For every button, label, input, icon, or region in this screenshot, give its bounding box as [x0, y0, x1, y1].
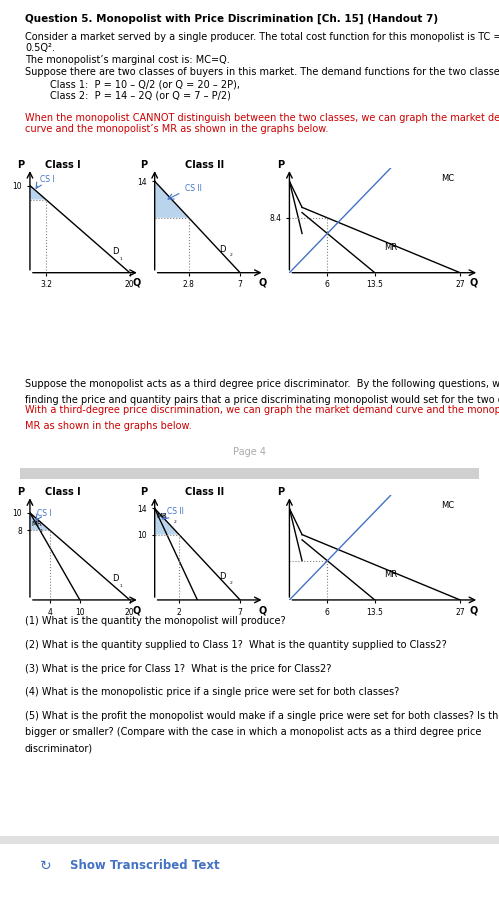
Text: D: D	[112, 574, 119, 583]
Text: Suppose the monopolist acts as a third degree price discriminator.  By the follo: Suppose the monopolist acts as a third d…	[25, 379, 499, 389]
Text: P: P	[140, 160, 147, 170]
Text: When the monopolist CANNOT distinguish between the two classes, we can graph the: When the monopolist CANNOT distinguish b…	[25, 113, 499, 135]
Text: MC: MC	[441, 175, 454, 184]
Text: CS I: CS I	[37, 509, 52, 518]
Text: $_1$: $_1$	[119, 255, 123, 263]
Text: $_2$: $_2$	[229, 580, 234, 586]
Text: P: P	[17, 160, 24, 170]
Text: Q: Q	[470, 278, 478, 288]
Text: CS II: CS II	[167, 506, 184, 515]
Text: (4) What is the monopolistic price if a single price were set for both classes?: (4) What is the monopolistic price if a …	[25, 687, 399, 697]
Text: P: P	[17, 487, 24, 497]
Text: P: P	[277, 487, 284, 497]
Text: Class I: Class I	[45, 160, 80, 170]
Text: Question 5. Monopolist with Price Discrimination [Ch. 15] (Handout 7): Question 5. Monopolist with Price Discri…	[25, 14, 438, 24]
Text: Class 2:  P = 14 – 2Q (or Q = 7 – P/2): Class 2: P = 14 – 2Q (or Q = 7 – P/2)	[50, 91, 231, 101]
Text: Class 1:  P = 10 – Q/2 (or Q = 20 – 2P),: Class 1: P = 10 – Q/2 (or Q = 20 – 2P),	[50, 80, 240, 90]
Text: Class II: Class II	[185, 487, 225, 497]
Text: Class I: Class I	[45, 487, 80, 497]
Text: MC: MC	[441, 502, 454, 511]
Text: (2) What is the quantity supplied to Class 1?  What is the quantity supplied to : (2) What is the quantity supplied to Cla…	[25, 640, 447, 650]
Text: D: D	[220, 245, 226, 254]
Text: Suppose there are two classes of buyers in this market. The demand functions for: Suppose there are two classes of buyers …	[25, 67, 499, 77]
Text: Q: Q	[258, 278, 266, 288]
Polygon shape	[30, 513, 50, 530]
Text: Q: Q	[258, 605, 266, 615]
Text: (1) What is the quantity the monopolist will produce?: (1) What is the quantity the monopolist …	[25, 616, 285, 626]
Text: Show Transcribed Text: Show Transcribed Text	[70, 859, 220, 872]
Text: MR: MR	[31, 521, 42, 527]
Text: bigger or smaller? (Compare with the case in which a monopolist acts as a third : bigger or smaller? (Compare with the cas…	[25, 727, 482, 737]
Text: P: P	[277, 160, 284, 170]
Text: The monopolist’s marginal cost is: MC=Q.: The monopolist’s marginal cost is: MC=Q.	[25, 55, 230, 65]
Text: MR as shown in the graphs below.: MR as shown in the graphs below.	[25, 421, 192, 431]
Text: ↻: ↻	[40, 859, 51, 873]
Text: (3) What is the price for Class 1?  What is the price for Class2?: (3) What is the price for Class 1? What …	[25, 664, 331, 674]
Text: $_2$: $_2$	[173, 519, 177, 526]
Text: discriminator): discriminator)	[25, 744, 93, 754]
Text: $_1$: $_1$	[119, 583, 123, 590]
Polygon shape	[155, 508, 179, 534]
FancyBboxPatch shape	[0, 836, 499, 844]
Text: Class II: Class II	[185, 160, 225, 170]
Text: With a third-degree price discrimination, we can graph the market demand curve a: With a third-degree price discrimination…	[25, 405, 499, 415]
Polygon shape	[155, 181, 189, 218]
Text: Page 4: Page 4	[233, 447, 266, 457]
Text: CS I: CS I	[40, 175, 54, 185]
Text: MR: MR	[384, 570, 397, 579]
Text: finding the price and quantity pairs that a price discriminating monopolist woul: finding the price and quantity pairs tha…	[25, 395, 499, 405]
Text: $_2$: $_2$	[229, 253, 234, 259]
Text: D: D	[220, 572, 226, 581]
Text: MR: MR	[156, 514, 167, 519]
Text: MR: MR	[384, 243, 397, 252]
Text: Q: Q	[132, 278, 141, 288]
Text: (5) What is the profit the monopolist would make if a single price were set for : (5) What is the profit the monopolist wo…	[25, 711, 499, 721]
Polygon shape	[30, 185, 46, 200]
Text: $_1$: $_1$	[39, 528, 44, 535]
Text: Consider a market served by a single producer. The total cost function for this : Consider a market served by a single pro…	[25, 32, 499, 54]
FancyBboxPatch shape	[20, 468, 479, 479]
Text: CS II: CS II	[185, 184, 202, 193]
Text: Q: Q	[132, 605, 141, 615]
Text: D: D	[112, 246, 119, 255]
Text: P: P	[140, 487, 147, 497]
Text: Q: Q	[470, 605, 478, 615]
